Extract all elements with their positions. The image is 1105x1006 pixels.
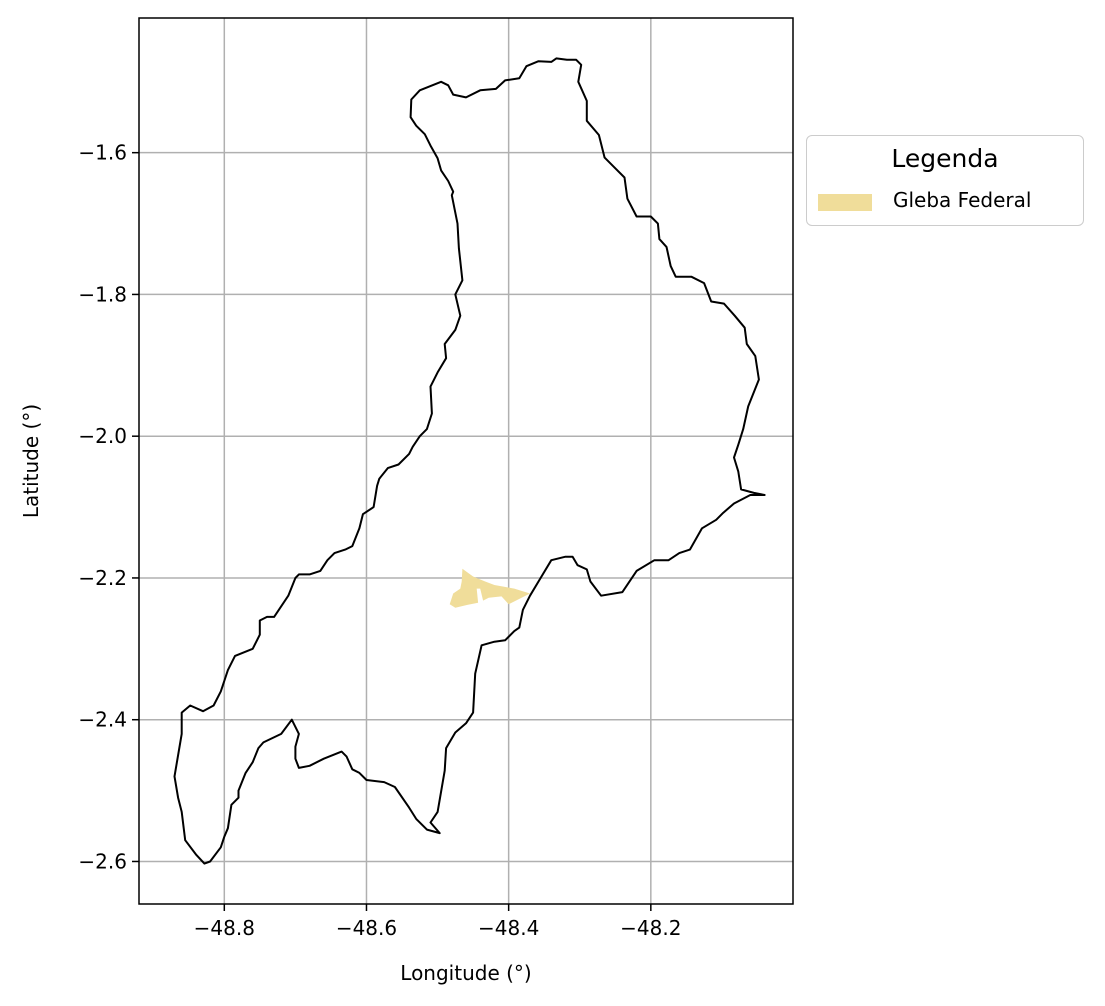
y-axis-title: Latitude (°) (19, 404, 43, 518)
y-tick-label: −2.6 (78, 849, 127, 873)
y-axis-ticks: −1.6 −1.8 −2.0 −2.2 −2.4 −2.6 (78, 141, 139, 873)
legend: Legenda Gleba Federal (806, 135, 1084, 226)
legend-title: Legenda (891, 144, 999, 173)
plot-area (139, 18, 793, 904)
y-tick-label: −2.2 (78, 566, 127, 590)
x-tick-label: −48.8 (194, 916, 255, 940)
y-tick-label: −2.0 (78, 424, 127, 448)
municipality-boundary (173, 57, 766, 865)
x-tick-label: −48.6 (336, 916, 397, 940)
plot-frame (138, 17, 794, 905)
x-tick-label: −48.2 (620, 916, 681, 940)
x-axis-ticks: −48.8 −48.6 −48.4 −48.2 (194, 904, 681, 940)
gleba-federal-polygon (449, 568, 530, 608)
x-axis-title: Longitude (°) (400, 961, 531, 985)
legend-label-gleba-federal: Gleba Federal (893, 188, 1032, 212)
y-tick-label: −1.8 (78, 282, 127, 306)
x-tick-label: −48.4 (478, 916, 539, 940)
grid-lines (139, 18, 793, 904)
legend-swatch-gleba-federal (818, 194, 872, 211)
y-tick-label: −2.4 (78, 708, 127, 732)
y-tick-label: −1.6 (78, 141, 127, 165)
